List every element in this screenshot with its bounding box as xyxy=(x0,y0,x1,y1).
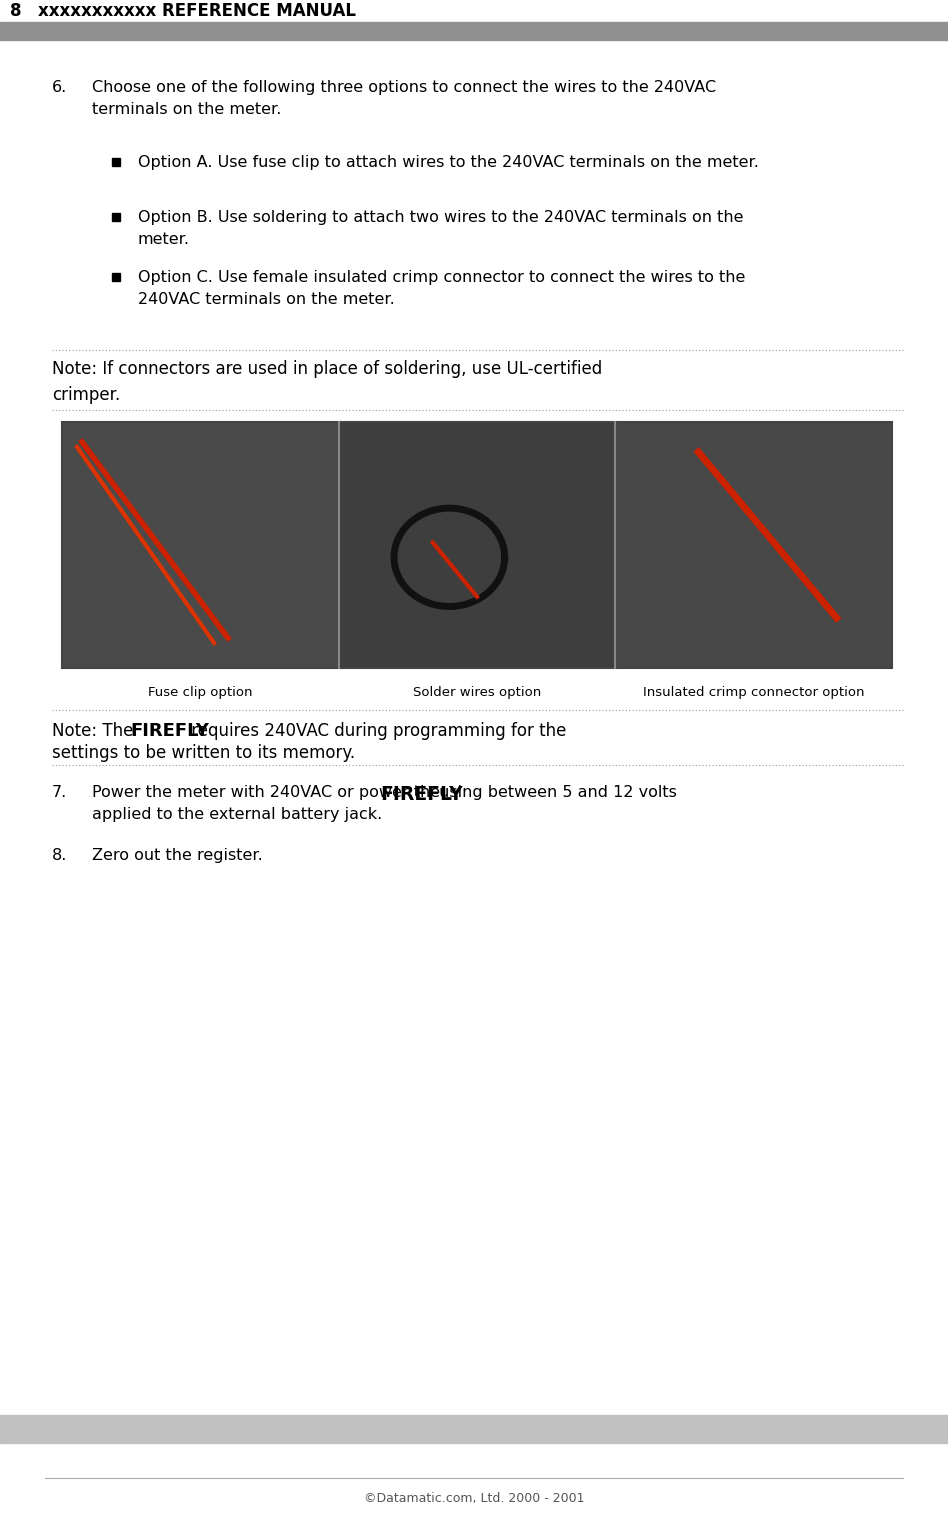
Text: Choose one of the following three options to connect the wires to the 240VAC
ter: Choose one of the following three option… xyxy=(92,81,716,117)
Text: Fuse clip option: Fuse clip option xyxy=(148,685,252,699)
Bar xyxy=(112,273,120,282)
Text: using between 5 and 12 volts: using between 5 and 12 volts xyxy=(434,784,677,800)
Text: Option B. Use soldering to attach two wires to the 240VAC terminals on the
meter: Option B. Use soldering to attach two wi… xyxy=(138,210,743,247)
Bar xyxy=(62,422,338,669)
Text: FIREFLY: FIREFLY xyxy=(380,784,463,804)
Bar xyxy=(615,422,892,669)
Bar xyxy=(0,1415,948,1442)
Text: Option C. Use female insulated crimp connector to connect the wires to the
240VA: Option C. Use female insulated crimp con… xyxy=(138,270,745,308)
Bar xyxy=(62,422,892,669)
Text: 8: 8 xyxy=(10,2,22,20)
Bar xyxy=(112,158,120,166)
Bar xyxy=(0,0,948,21)
Text: Note: If connectors are used in place of soldering, use UL-certified
crimper.: Note: If connectors are used in place of… xyxy=(52,359,602,405)
Text: Solder wires option: Solder wires option xyxy=(413,685,541,699)
Text: Option A. Use fuse clip to attach wires to the 240VAC terminals on the meter.: Option A. Use fuse clip to attach wires … xyxy=(138,155,759,171)
Text: Note: The: Note: The xyxy=(52,722,138,740)
Text: settings to be written to its memory.: settings to be written to its memory. xyxy=(52,745,356,762)
Bar xyxy=(338,422,615,669)
Text: 6.: 6. xyxy=(52,81,67,94)
Text: FIREFLY: FIREFLY xyxy=(130,722,209,740)
Text: ©Datamatic.com, Ltd. 2000 - 2001: ©Datamatic.com, Ltd. 2000 - 2001 xyxy=(364,1493,584,1505)
Text: 8.: 8. xyxy=(52,848,67,864)
Text: applied to the external battery jack.: applied to the external battery jack. xyxy=(92,807,382,822)
Text: Zero out the register.: Zero out the register. xyxy=(92,848,263,864)
Text: xxxxxxxxxxx REFERENCE MANUAL: xxxxxxxxxxx REFERENCE MANUAL xyxy=(38,2,356,20)
Bar xyxy=(112,213,120,221)
Text: Insulated crimp connector option: Insulated crimp connector option xyxy=(643,685,865,699)
Text: requires 240VAC during programming for the: requires 240VAC during programming for t… xyxy=(186,722,566,740)
Text: 7.: 7. xyxy=(52,784,67,800)
Text: Power the meter with 240VAC or power the: Power the meter with 240VAC or power the xyxy=(92,784,446,800)
Bar xyxy=(0,21,948,40)
